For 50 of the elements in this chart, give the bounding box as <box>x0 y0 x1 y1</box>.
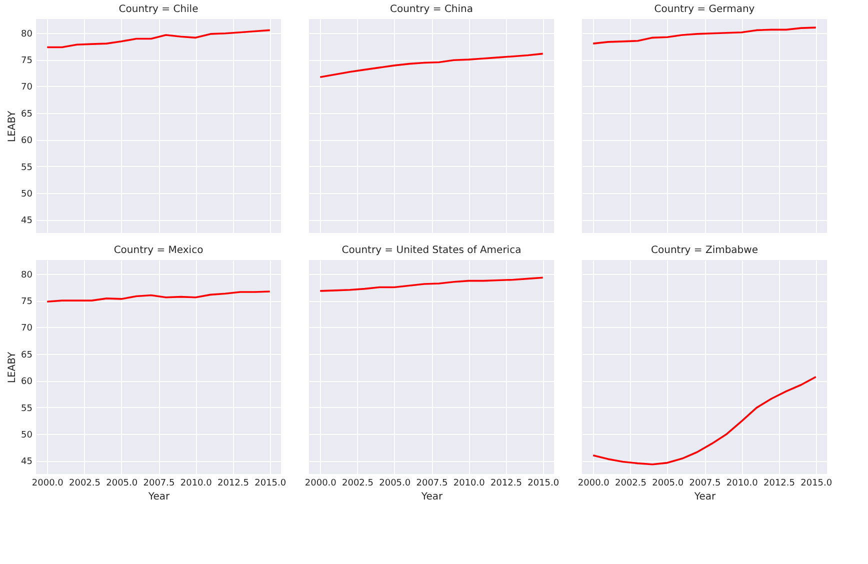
x-tick-label: 2005.0 <box>379 478 411 488</box>
y-tick-label: 75 <box>21 56 32 66</box>
y-tick-label: 75 <box>21 297 32 308</box>
y-tick-label: 45 <box>21 216 32 226</box>
x-tick-label: 2000.0 <box>32 478 64 488</box>
x-tick-label: 2010.0 <box>180 478 212 488</box>
y-tick-label: 70 <box>21 324 33 334</box>
line-series <box>46 29 271 48</box>
x-tick-label: 2000.0 <box>304 478 337 488</box>
x-tick-label: 2002.5 <box>342 478 374 488</box>
y-tick-label: 50 <box>21 189 33 200</box>
x-tick-label: 2007.5 <box>689 478 721 488</box>
y-tick-label: 60 <box>21 136 33 146</box>
x-axis-title: Year <box>147 492 170 502</box>
chart-title: Country = Zimbabwe <box>651 245 758 256</box>
y-tick-label: 80 <box>21 29 33 40</box>
x-tick-label: 2012.5 <box>217 478 249 488</box>
y-tick-label: 55 <box>21 162 32 173</box>
x-tick-label: 2015.0 <box>528 478 560 488</box>
y-axis-title: LEABY <box>7 110 18 142</box>
x-tick-label: 2002.5 <box>69 478 101 488</box>
x-tick-label: 2002.5 <box>615 478 647 488</box>
x-tick-label: 2000.0 <box>578 478 610 488</box>
x-axis-title: Year <box>693 492 716 502</box>
chart-title: Country = China <box>390 4 474 15</box>
y-tick-label: 65 <box>21 109 32 120</box>
y-tick-label: 80 <box>21 270 33 280</box>
y-tick-label: 45 <box>21 457 32 468</box>
chart-title: Country = Mexico <box>114 245 204 256</box>
y-tick-label: 55 <box>21 404 32 414</box>
x-tick-label: 2012.5 <box>490 478 522 488</box>
x-tick-label: 2015.0 <box>254 478 286 488</box>
x-tick-label: 2005.0 <box>652 478 684 488</box>
x-tick-label: 2010.0 <box>453 478 486 488</box>
x-tick-label: 2015.0 <box>800 478 832 488</box>
x-tick-label: 2012.5 <box>763 478 795 488</box>
x-tick-label: 2007.5 <box>416 478 448 488</box>
y-axis-title: LEABY <box>7 351 18 384</box>
x-axis-title: Year <box>420 492 444 502</box>
y-tick-label: 50 <box>21 430 33 440</box>
chart-title: Country = Germany <box>654 4 755 15</box>
y-tick-label: 65 <box>21 350 32 360</box>
y-tick-label: 60 <box>21 377 33 388</box>
y-tick-label: 70 <box>21 82 33 93</box>
x-tick-label: 2010.0 <box>726 478 758 488</box>
x-tick-label: 2005.0 <box>106 478 138 488</box>
chart-title: Country = United States of America <box>342 245 522 256</box>
chart-title: Country = Chile <box>118 4 198 15</box>
x-tick-label: 2007.5 <box>143 478 175 488</box>
line-series <box>46 290 271 303</box>
